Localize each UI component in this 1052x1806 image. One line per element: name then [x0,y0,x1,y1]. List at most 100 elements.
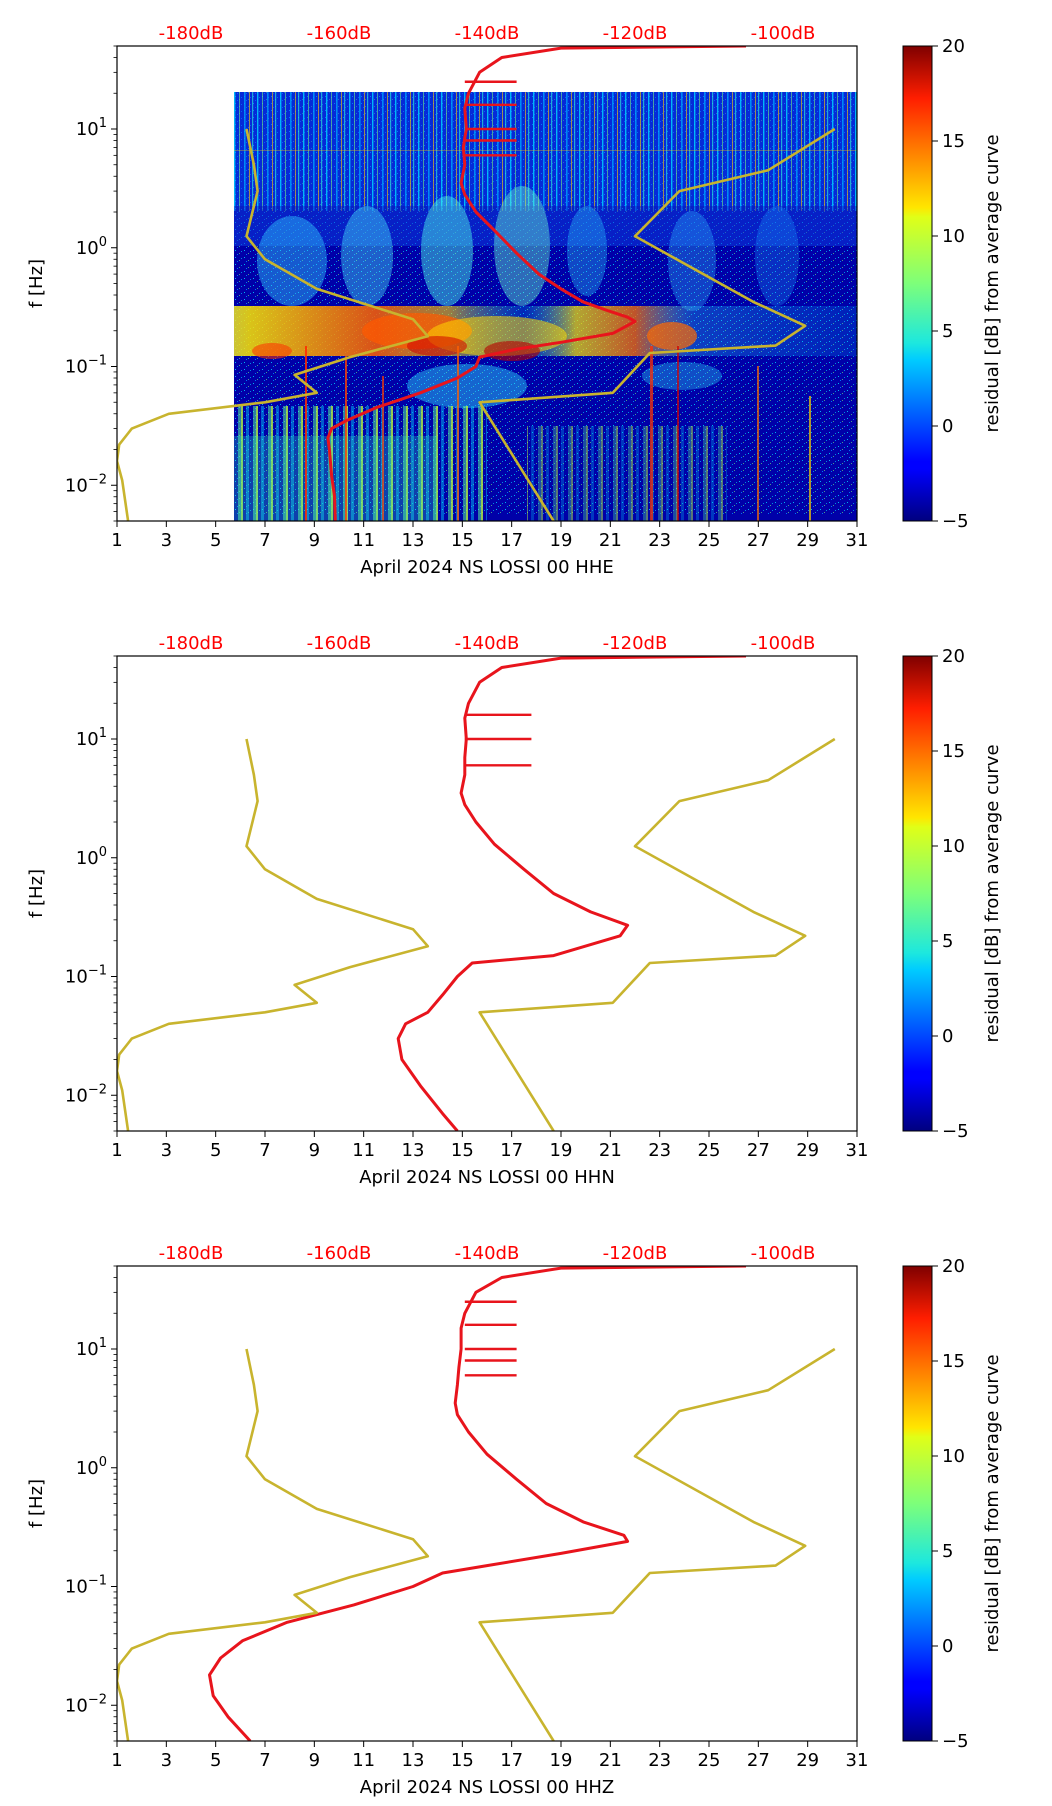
top-db-label: -100dB [751,1243,816,1264]
x-tick-label: 21 [599,530,622,551]
plot-frame [116,655,858,1132]
x-tick-label: 17 [500,1140,523,1161]
top-db-label: -100dB [751,23,816,44]
y-axis-label: f [Hz] [26,869,47,918]
colorbar-tick-label: 5 [942,321,953,342]
top-db-label: -120dB [603,633,668,654]
y-tick-label: 10−2 [65,1692,107,1716]
noise-model-high-curve [478,737,836,1131]
x-tick-label: 11 [352,1140,375,1161]
x-tick-label: 23 [648,530,671,551]
x-tick-label: 7 [259,1750,270,1771]
colorbar-frame [902,655,933,1132]
x-tick-label: 15 [451,530,474,551]
x-tick-label: 15 [451,1140,474,1161]
y-tick-label: 10−1 [65,354,107,378]
top-db-label: -140dB [455,1243,520,1264]
noise-model-high-curve [478,127,836,521]
colorbar-label: residual [dB] from average curve [982,1354,1003,1652]
colorbar-tick-label: −5 [942,1121,969,1142]
top-db-label: -120dB [603,23,668,44]
top-db-label: -180dB [159,1243,224,1264]
mean-psd-curve [326,46,747,521]
top-db-label: -100dB [751,633,816,654]
colorbar-tick-label: 5 [942,1541,953,1562]
spectrogram-heatmap [117,1266,857,1741]
noise-model-low-curve [117,738,430,1131]
x-tick-label: 17 [500,530,523,551]
x-tick-label: 5 [210,1750,221,1771]
noise-model-high-curve [478,1347,836,1741]
spectrogram-heatmap [117,46,857,521]
x-axis-label: April 2024 NS LOSSI 00 HHE [360,557,614,578]
x-tick-label: 15 [451,1750,474,1771]
x-tick-label: 19 [550,1750,573,1771]
x-tick-label: 3 [161,530,172,551]
top-db-label: -160dB [307,1243,372,1264]
spectrogram-heatmap [117,656,857,1131]
x-tick-label: 11 [352,1750,375,1771]
x-tick-label: 13 [402,1750,425,1771]
x-tick-label: 31 [846,530,869,551]
x-axis-label: April 2024 NS LOSSI 00 HHZ [360,1777,614,1798]
x-tick-label: 23 [648,1140,671,1161]
y-tick-label: 10−1 [65,964,107,988]
plot-frame [116,1265,858,1742]
y-tick-label: 101 [76,116,107,140]
colorbar-tick-label: 15 [942,741,965,762]
x-axis-label: April 2024 NS LOSSI 00 HHN [359,1167,615,1188]
y-tick-label: 10−2 [65,1082,107,1106]
mean-psd-curve [208,1266,747,1741]
colorbar [903,46,932,521]
y-tick-label: 10−2 [65,472,107,496]
x-tick-label: 3 [161,1750,172,1771]
x-tick-label: 21 [599,1140,622,1161]
x-tick-label: 7 [259,530,270,551]
x-tick-label: 9 [309,1140,320,1161]
colorbar-tick-label: 15 [942,1351,965,1372]
noise-model-low-curve [117,1348,430,1741]
x-tick-label: 1 [111,1140,122,1161]
colorbar-tick-label: 15 [942,131,965,152]
y-tick-label: 100 [76,845,107,869]
colorbar-frame [902,45,933,522]
x-tick-label: 17 [500,1750,523,1771]
mean-psd-curve [396,656,747,1131]
x-tick-label: 31 [846,1140,869,1161]
colorbar-tick-label: 20 [942,36,965,57]
x-tick-label: 13 [402,530,425,551]
colorbar-label: residual [dB] from average curve [982,744,1003,1042]
colorbar-tick-label: −5 [942,1731,969,1752]
x-tick-label: 7 [259,1140,270,1161]
x-tick-label: 27 [747,1750,770,1771]
colorbar-tick-label: 20 [942,1256,965,1277]
x-tick-label: 9 [309,530,320,551]
x-tick-label: 27 [747,1140,770,1161]
colorbar [903,656,932,1131]
colorbar-tick-label: 10 [942,836,965,857]
x-tick-label: 13 [402,1140,425,1161]
x-tick-label: 29 [796,1140,819,1161]
top-db-label: -160dB [307,23,372,44]
colorbar-label: residual [dB] from average curve [982,134,1003,432]
y-axis-label: f [Hz] [26,1479,47,1528]
x-tick-label: 25 [698,530,721,551]
noise-model-low-curve [117,128,430,521]
top-db-label: -180dB [159,23,224,44]
x-tick-label: 11 [352,530,375,551]
x-tick-label: 3 [161,1140,172,1161]
y-tick-label: 10−1 [65,1574,107,1598]
x-tick-label: 19 [550,1140,573,1161]
x-tick-label: 5 [210,530,221,551]
y-tick-label: 101 [76,1336,107,1360]
top-db-label: -140dB [455,23,520,44]
y-tick-label: 100 [76,1455,107,1479]
x-tick-label: 25 [698,1140,721,1161]
colorbar-tick-label: 10 [942,226,965,247]
y-tick-label: 101 [76,726,107,750]
x-tick-label: 19 [550,530,573,551]
x-tick-label: 25 [698,1750,721,1771]
colorbar-tick-label: 20 [942,646,965,667]
x-tick-label: 1 [111,530,122,551]
colorbar-tick-label: 0 [942,1636,953,1657]
